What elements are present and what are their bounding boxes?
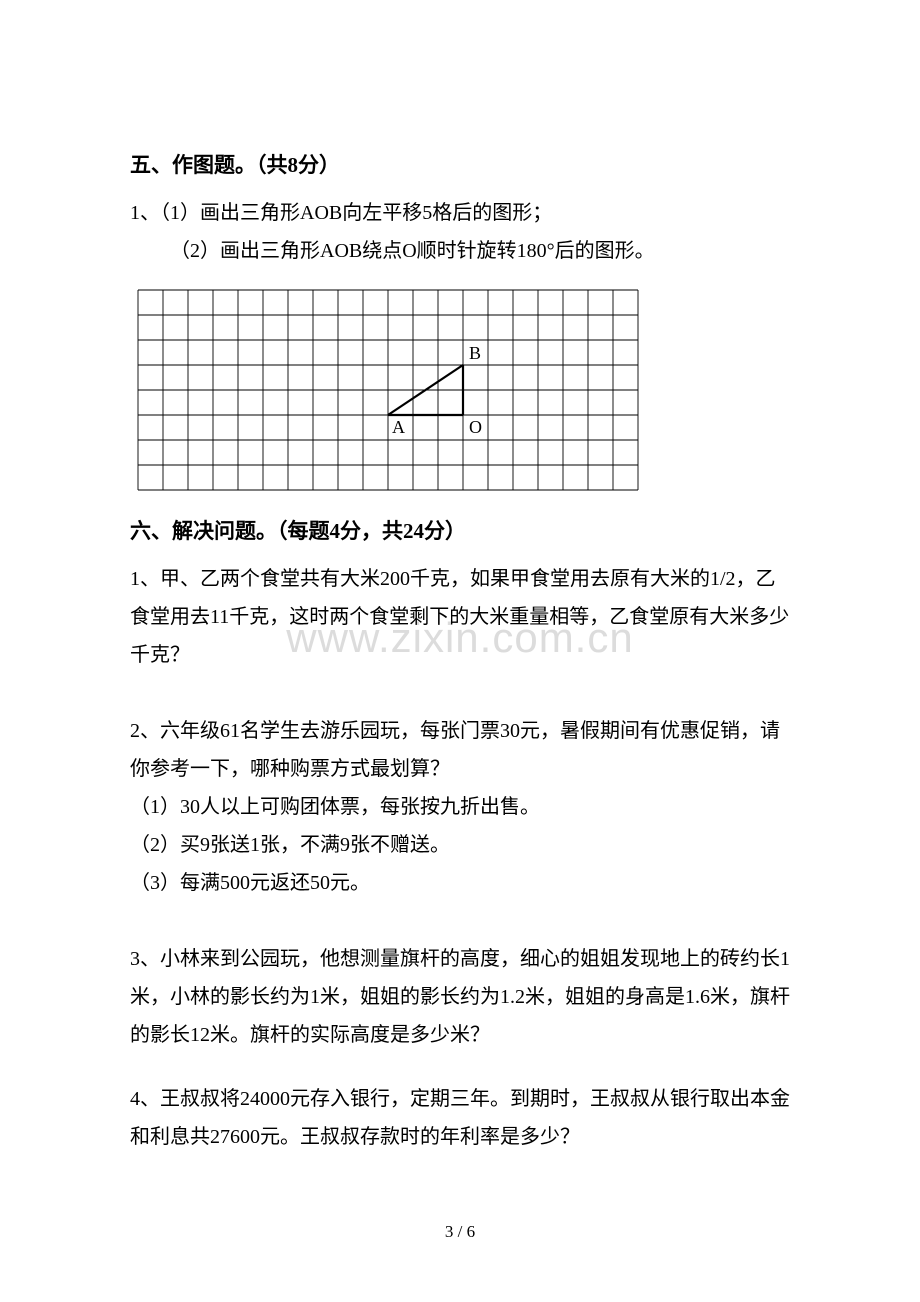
s6-q1: 1、甲、乙两个食堂共有大米200千克，如果甲食堂用去原有大米的1/2，乙食堂用去… [130, 560, 790, 674]
s6-q3: 3、小林来到公园玩，他想测量旗杆的高度，细心的姐姐发现地上的砖约长1米，小林的影… [130, 940, 790, 1054]
s6-q4: 4、王叔叔将24000元存入银行，定期三年。到期时，王叔叔从银行取出本金和利息共… [130, 1080, 790, 1156]
s6-q2: 2、六年级61名学生去游乐园玩，每张门票30元，暑假期间有优惠促销，请你参考一下… [130, 712, 790, 788]
grid-svg: A O B [130, 282, 646, 498]
s5-q1-line2: （2）画出三角形AOB绕点O顺时针旋转180°后的图形。 [130, 232, 790, 270]
section6-heading: 六、解决问题。（每题4分，共24分） [130, 512, 790, 552]
s6-q2-opt3: （3）每满500元返还50元。 [130, 864, 790, 902]
s6-q2-opt2: （2）买9张送1张，不满9张不赠送。 [130, 826, 790, 864]
section5-heading: 五、作图题。（共8分） [130, 146, 790, 186]
page-footer: 3 / 6 [130, 1216, 790, 1248]
s5-q1-line1: 1、（1）画出三角形AOB向左平移5格后的图形； [130, 194, 790, 232]
s5-figure: A O B [130, 282, 790, 498]
svg-text:B: B [469, 343, 481, 363]
svg-text:O: O [469, 417, 482, 437]
svg-text:A: A [392, 417, 405, 437]
s6-q2-opt1: （1）30人以上可购团体票，每张按九折出售。 [130, 788, 790, 826]
